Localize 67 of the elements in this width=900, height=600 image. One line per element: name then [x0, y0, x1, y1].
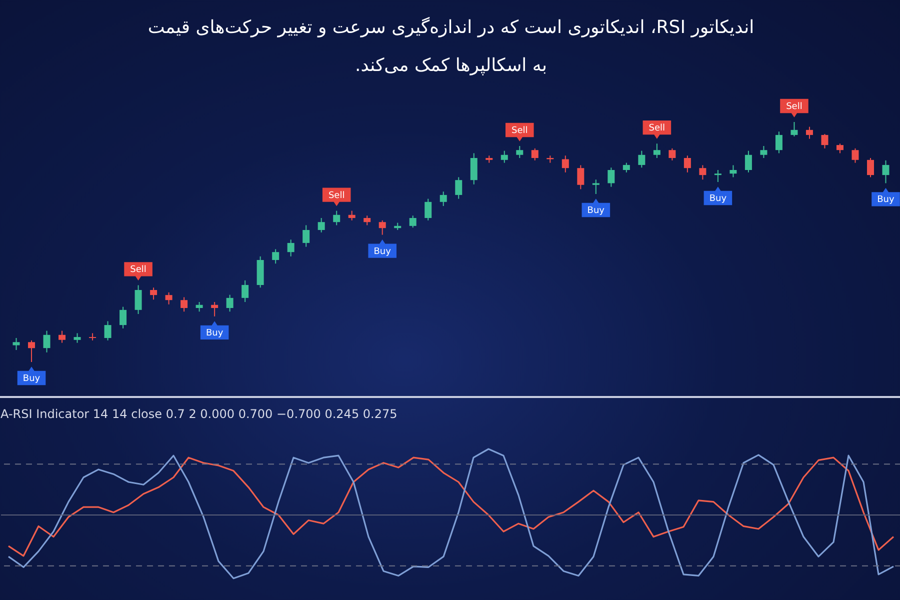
candlestick [287, 239, 294, 257]
candlestick [699, 164, 706, 180]
candlestick [531, 148, 538, 161]
candlestick [364, 215, 371, 226]
candlestick [653, 143, 660, 158]
candlestick [43, 330, 50, 353]
candlestick [744, 150, 752, 173]
candlestick [12, 338, 20, 350]
candlestick [134, 284, 142, 314]
annotation: Buy [374, 246, 392, 257]
candlestick [272, 248, 280, 264]
candlestick [196, 302, 203, 312]
annotation: Sell [648, 124, 666, 134]
candlestick [165, 292, 172, 305]
candlestick [409, 215, 416, 228]
annotation: Sell [130, 265, 146, 276]
candlestick [608, 167, 615, 188]
candlestick [622, 162, 630, 173]
candlestick [104, 320, 112, 341]
candlestick [836, 143, 844, 154]
candlestick [684, 155, 691, 173]
candlestick [714, 170, 722, 182]
candlestick [592, 179, 600, 194]
candlestick [775, 131, 782, 154]
annotation: Sell [328, 190, 345, 201]
candlestick [806, 126, 813, 140]
candlestick [882, 160, 890, 184]
candlestick [333, 210, 340, 226]
candlestick [211, 302, 218, 317]
candlestick [516, 146, 524, 158]
candlestick [668, 148, 676, 161]
candlestick [760, 146, 768, 158]
candlestick [89, 332, 96, 341]
candlestick [638, 150, 646, 168]
annotation: Buy [206, 328, 224, 338]
chart-title: اندیکاتور RSI، اندیکاتوری است که در اندازه‌گیری سرعت و تغییر حرکت‌های قیمت به اسکالپرها کمک می‌کند. [148, 16, 754, 76]
candlestick [440, 191, 447, 206]
candlestick [180, 296, 188, 312]
candlestick [470, 152, 478, 185]
candlestick [348, 210, 356, 221]
candlestick [577, 164, 584, 190]
candlestick [242, 280, 249, 302]
candlestick [852, 148, 859, 164]
candlestick [378, 220, 386, 236]
candlestick [562, 155, 569, 173]
annotation: Sell [786, 102, 802, 112]
candlestick [866, 158, 874, 178]
candlestick [226, 294, 234, 312]
candlestick [455, 176, 462, 200]
candlestick [74, 332, 81, 344]
annotation: Buy [877, 195, 896, 206]
chart-title: A-RSI Indicator 14 14 close 0.7 2 0.000 0.700 −0.700 0.245 0.275 [0, 407, 398, 421]
candlestick [58, 330, 66, 344]
candlestick [730, 164, 737, 178]
candlestick [302, 224, 310, 248]
annotation: Sell [512, 126, 528, 136]
candlestick [120, 306, 127, 329]
candlestick [424, 198, 432, 221]
candlestick [821, 134, 828, 149]
candlestick [150, 287, 158, 300]
annotation: Buy [22, 374, 41, 384]
candlestick [28, 340, 36, 362]
annotation: Buy [587, 206, 606, 216]
candlestick [318, 218, 325, 233]
candlestick [790, 122, 798, 137]
annotation: Buy [709, 194, 728, 204]
candlestick [500, 150, 508, 164]
